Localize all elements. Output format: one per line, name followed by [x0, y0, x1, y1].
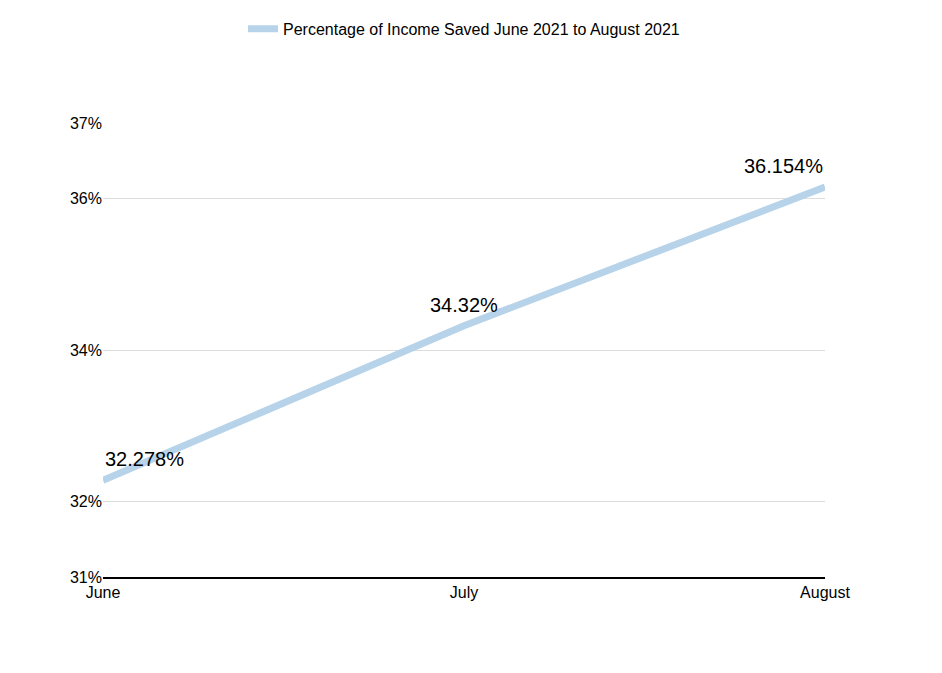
svg-text:32%: 32%: [70, 493, 102, 510]
svg-text:June: June: [86, 584, 121, 601]
svg-text:34.32%: 34.32%: [430, 294, 498, 316]
svg-text:July: July: [450, 584, 478, 601]
svg-text:Percentage of Income Saved Jun: Percentage of Income Saved June 2021 to …: [283, 21, 680, 38]
svg-text:34%: 34%: [70, 342, 102, 359]
svg-text:37%: 37%: [70, 115, 102, 132]
svg-text:36%: 36%: [70, 190, 102, 207]
svg-text:32.278%: 32.278%: [105, 448, 184, 470]
svg-text:31%: 31%: [70, 569, 102, 586]
svg-text:August: August: [800, 584, 850, 601]
svg-text:36.154%: 36.154%: [744, 155, 823, 177]
